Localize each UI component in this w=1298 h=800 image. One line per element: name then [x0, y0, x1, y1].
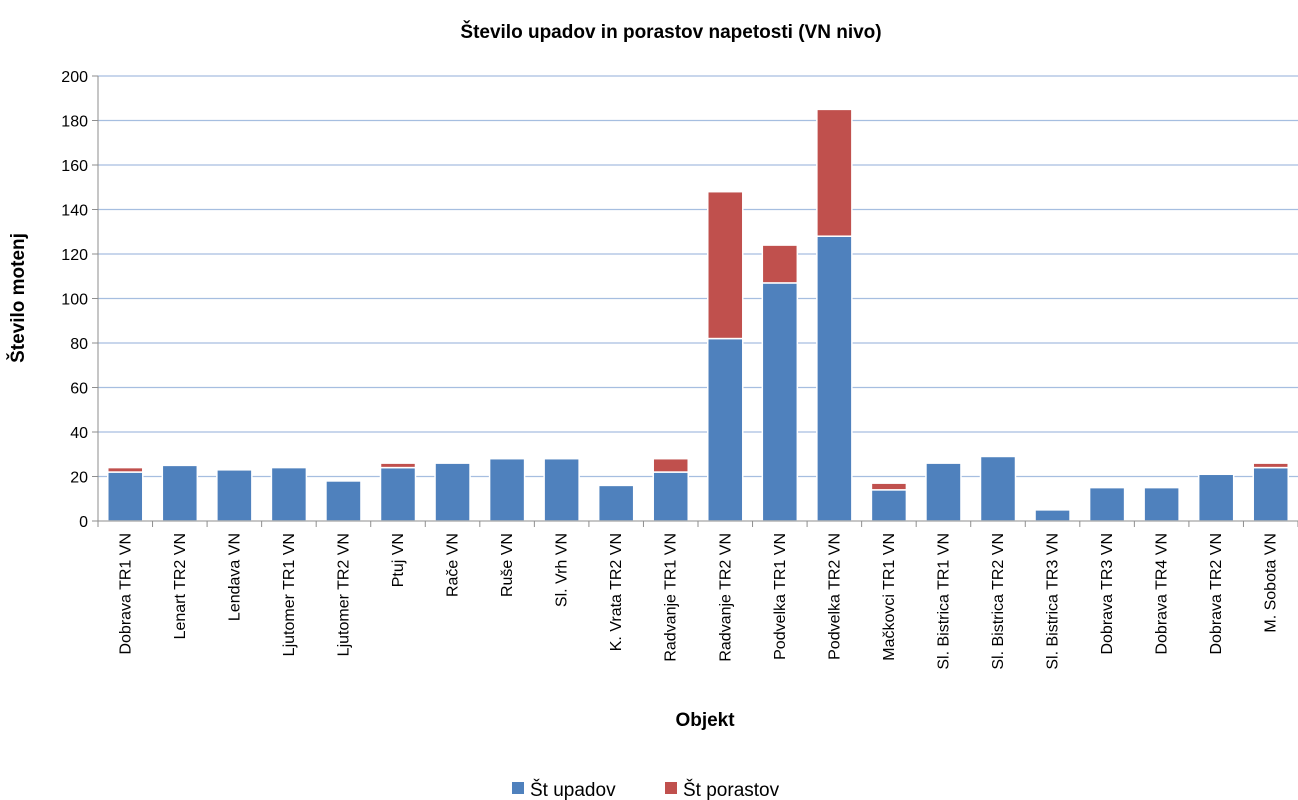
bar-upadov [1034, 509, 1071, 522]
y-tick-label: 20 [70, 470, 88, 487]
bar-porastov [707, 190, 744, 340]
y-tick-labels: 0 20 40 60 80 100 120 140 160 180 200 [61, 69, 88, 531]
bar-porastov [1252, 462, 1289, 469]
x-axis-title: Objekt [675, 710, 735, 731]
bar-upadov [870, 489, 908, 522]
bar-upadov [107, 471, 144, 522]
bar-upadov [161, 464, 199, 522]
x-tick-label: M. Sobota VN [1263, 533, 1280, 633]
x-tick-label: Radvanje TR1 VN [663, 533, 680, 662]
x-tick-label: Sl. Bistrica TR2 VN [990, 533, 1007, 670]
bar-upadov [707, 337, 744, 522]
chart-title: Število upadov in porastov napetosti (VN… [460, 21, 881, 43]
y-tick-label: 80 [70, 336, 88, 353]
y-tick-label: 100 [61, 292, 88, 309]
bar-upadov [379, 466, 417, 522]
x-tick-label: Ruše VN [499, 533, 516, 597]
bar-upadov [1143, 486, 1180, 522]
legend-label: Št upadov [530, 779, 616, 800]
bar-porastov [379, 462, 417, 469]
x-tick-label: Dobrava TR2 VN [1208, 533, 1225, 655]
x-tick-labels: Dobrava TR1 VN Lenart TR2 VN Lendava VN Lju… [117, 533, 1279, 670]
x-tick-label: Dobrava TR4 VN [1154, 533, 1171, 655]
bar-upadov [1197, 473, 1235, 522]
y-axis-title: Število motenj [7, 233, 29, 363]
y-tick-label: 120 [61, 247, 88, 264]
x-tick-label: Sl. Vrh VN [554, 533, 571, 607]
y-tick-label: 60 [70, 381, 88, 398]
x-tick-label: Podvelka TR1 VN [772, 533, 789, 660]
y-tick-label: 180 [61, 114, 88, 131]
x-tick-label: Dobrava TR3 VN [1099, 533, 1116, 655]
legend-label: Št porastov [683, 779, 780, 800]
bar-upadov [216, 469, 253, 522]
bar-porastov [652, 457, 689, 473]
x-tick-label: Rače VN [445, 533, 462, 597]
x-tick-label: Dobrava TR1 VN [117, 533, 134, 655]
legend-swatch [512, 782, 524, 794]
x-tick-label: Podvelka TR2 VN [826, 533, 843, 660]
y-tick-label: 0 [79, 514, 88, 531]
bar-upadov [597, 484, 635, 522]
bar-upadov [543, 457, 580, 522]
x-tick-label: Ljutomer TR1 VN [281, 533, 298, 656]
y-tick-label: 200 [61, 69, 88, 86]
bar-upadov [925, 462, 962, 522]
gridlines [92, 75, 1298, 522]
x-tick-label: Sl. Bistrica TR3 VN [1045, 533, 1062, 670]
y-tick-label: 160 [61, 158, 88, 175]
x-tick-label: Sl. Bistrica TR1 VN [935, 533, 952, 670]
bar-porastov [107, 466, 144, 473]
bar-porastov [870, 482, 908, 491]
y-tick-label: 40 [70, 425, 88, 442]
y-tick-label: 140 [61, 203, 88, 220]
x-tick-label: Ptuj VN [390, 533, 407, 587]
bar-upadov [434, 462, 471, 522]
x-tick-label: K. Vrata TR2 VN [608, 533, 625, 651]
x-tick-label: Ljutomer TR2 VN [335, 533, 352, 656]
x-tick-label: Lendava VN [226, 533, 243, 621]
bar-upadov [816, 235, 853, 522]
legend: Št upadov Št porastov [512, 779, 780, 800]
bar-upadov [979, 455, 1017, 522]
x-tick-label: Radvanje TR2 VN [717, 533, 734, 662]
bar-upadov [270, 466, 308, 522]
bar-porastov [761, 244, 799, 284]
bar-upadov [488, 457, 526, 522]
bar-upadov [652, 471, 689, 522]
x-tick-label: Mačkovci TR1 VN [881, 533, 898, 661]
bar-upadov [761, 282, 799, 522]
bar-upadov [1252, 466, 1289, 522]
x-tick-label: Lenart TR2 VN [172, 533, 189, 639]
bar-upadov [325, 480, 362, 522]
legend-swatch [665, 782, 677, 794]
bar-porastov [816, 108, 853, 237]
bar-upadov [1088, 486, 1126, 522]
axes [97, 76, 1298, 527]
bars [107, 108, 1289, 522]
